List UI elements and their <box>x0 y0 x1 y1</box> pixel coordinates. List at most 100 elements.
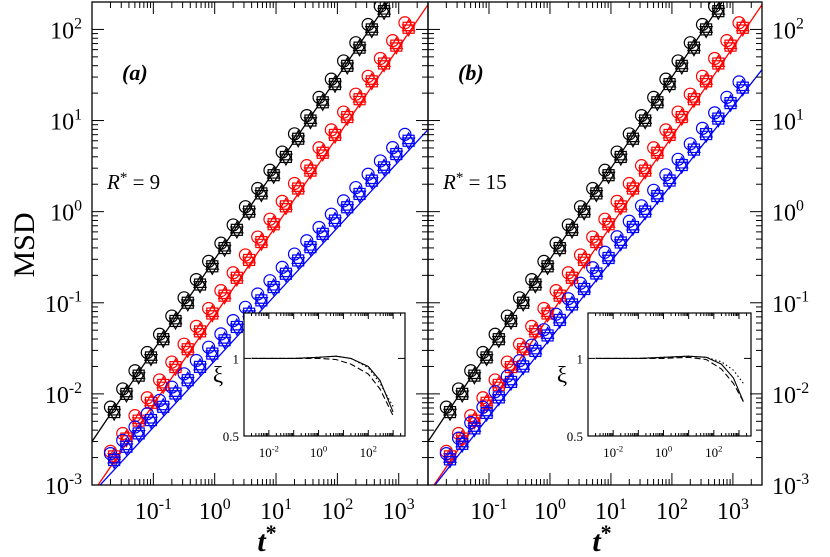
data-point <box>528 347 543 361</box>
data-point <box>365 75 378 88</box>
inset-ylabel: ξ <box>213 363 223 388</box>
data-point <box>180 345 195 359</box>
data-point <box>396 2 397 3</box>
x-tick-label-exp: 1 <box>619 496 627 513</box>
inset-x-tick-label-base: 10 <box>655 445 668 460</box>
y-tick-label-right: 102 <box>772 15 804 44</box>
inset-x-tick-label-exp: 0 <box>323 444 327 454</box>
data-point <box>651 189 664 203</box>
data-point <box>492 333 505 346</box>
data-point <box>168 317 183 331</box>
data-point <box>390 147 403 161</box>
data-point <box>156 335 171 349</box>
data-point <box>577 256 592 270</box>
data-point <box>504 375 518 389</box>
data-point <box>663 174 676 187</box>
inset-x-tick-label-base: 10 <box>603 445 616 460</box>
x-tick-label-base: 10 <box>260 499 284 525</box>
data-point <box>107 456 122 470</box>
data-point <box>242 208 257 221</box>
data-point <box>316 227 329 240</box>
data-point <box>626 182 640 195</box>
data-point <box>517 296 530 309</box>
data-point <box>278 270 293 284</box>
data-point <box>491 381 506 395</box>
data-point <box>169 387 182 400</box>
data-point <box>625 223 640 237</box>
x-tick-label-exp: 3 <box>741 496 749 513</box>
inset-y-tick-label: 1 <box>577 351 584 366</box>
inset-x-tick-label-exp: 0 <box>668 444 672 454</box>
x-tick-label-exp: 0 <box>558 496 566 513</box>
y-tick-label-left-exp: 2 <box>74 15 82 32</box>
inset-y-tick-label: 0.5 <box>223 429 239 444</box>
data-point <box>327 131 343 145</box>
data-point <box>675 59 688 72</box>
data-point <box>267 169 280 182</box>
data-point <box>712 5 725 18</box>
y-tick-label-right: 10-1 <box>772 289 809 318</box>
y-tick-label-right-exp: 2 <box>796 15 804 32</box>
data-point <box>291 257 306 270</box>
data-point <box>492 391 505 404</box>
data-point <box>455 440 470 454</box>
x-tick-label: 101 <box>260 496 292 525</box>
data-point <box>193 360 207 373</box>
data-point <box>662 177 677 190</box>
data-point <box>541 307 554 320</box>
data-point <box>724 96 737 110</box>
data-point <box>278 202 293 216</box>
y-tick-label-right-base: 10 <box>772 18 796 44</box>
y-tick-label-left: 100 <box>50 198 82 227</box>
data-point <box>699 130 714 144</box>
data-point <box>365 174 378 187</box>
data-point <box>638 167 653 180</box>
y-tick-label-left-base: 10 <box>50 201 74 227</box>
data-point <box>564 301 579 314</box>
data-point <box>243 205 256 218</box>
series-blue-triangles-down <box>107 137 416 470</box>
x-tick-label-base: 10 <box>199 499 223 525</box>
data-point <box>614 200 627 213</box>
data-point <box>479 399 494 413</box>
data-point <box>503 317 519 331</box>
data-point <box>377 7 392 21</box>
data-point <box>206 260 219 273</box>
x-tick-label: 103 <box>383 496 415 525</box>
data-point <box>735 24 750 38</box>
data-point <box>156 403 171 417</box>
x-tick-label-exp: -1 <box>494 496 507 513</box>
inset-x-tick-label-exp: 2 <box>373 444 377 454</box>
data-point <box>132 369 145 382</box>
data-point <box>168 363 183 377</box>
y-tick-label-left-base: 10 <box>45 474 69 500</box>
data-point <box>553 289 566 302</box>
data-point <box>181 343 194 356</box>
data-point <box>456 437 469 450</box>
data-point <box>205 310 220 323</box>
data-point <box>589 190 604 203</box>
data-point <box>662 80 677 94</box>
data-point <box>243 253 256 267</box>
y-tick-label-left: 102 <box>50 15 82 44</box>
data-point <box>614 236 627 249</box>
x-tick-label: 10-1 <box>135 496 172 525</box>
y-tick-label-left-base: 10 <box>50 110 74 136</box>
annotation-rest: = 9 <box>127 170 160 194</box>
fit-line-black <box>428 2 723 443</box>
data-point <box>552 244 567 258</box>
data-point <box>107 408 122 422</box>
data-point <box>639 114 652 127</box>
data-point <box>266 283 281 297</box>
y-tick-label-right-exp: -3 <box>796 471 809 488</box>
data-point <box>736 81 749 94</box>
data-point <box>157 333 170 346</box>
data-point <box>143 399 158 413</box>
data-point <box>442 408 458 422</box>
series-blue-squares <box>443 81 749 466</box>
data-point <box>218 334 231 347</box>
y-tick-label-left: 10-3 <box>45 471 82 500</box>
data-point <box>108 453 121 467</box>
data-point <box>638 117 653 130</box>
y-tick-label-right-base: 10 <box>772 474 796 500</box>
